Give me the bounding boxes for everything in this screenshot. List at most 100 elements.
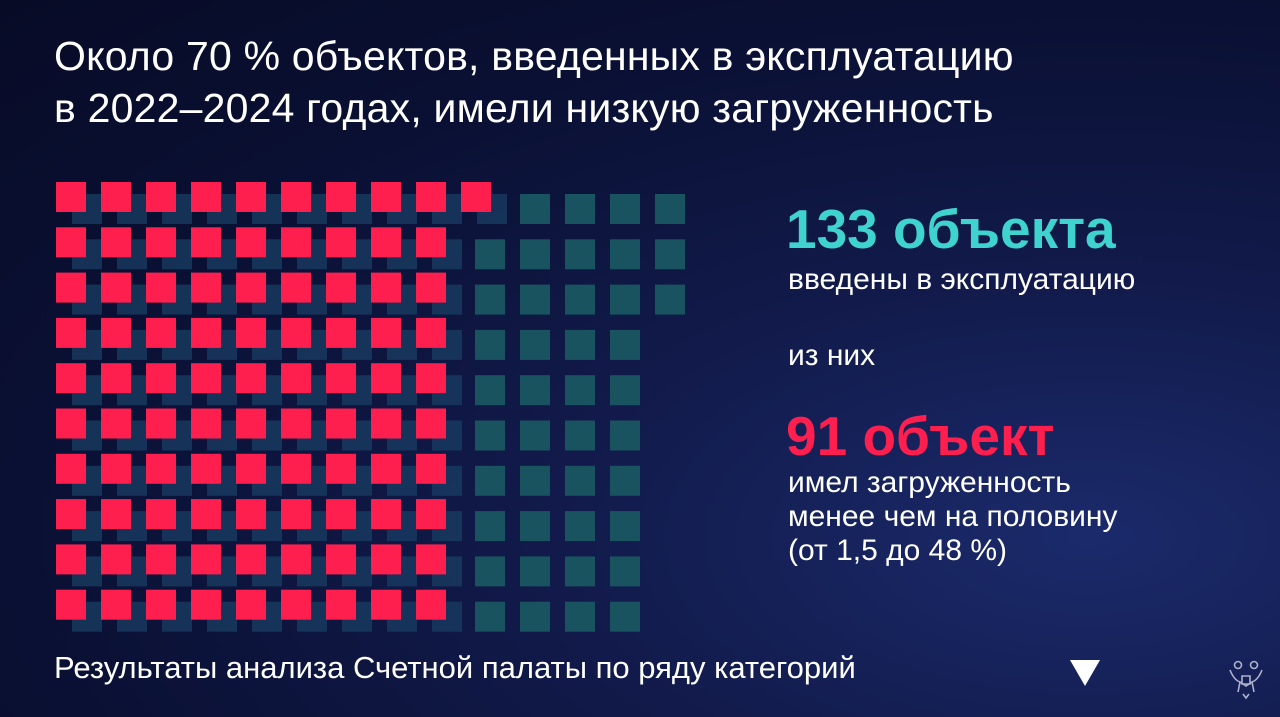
waffle-cell-low-load [371,272,401,303]
waffle-cell [610,420,640,451]
waffle-cell-low-load [146,544,176,575]
waffle-cell [565,194,595,224]
waffle-cell-low-load [236,544,266,575]
waffle-cell [610,329,640,360]
waffle-cell [565,511,595,542]
waffle-cell [475,556,505,587]
waffle-cell-low-load [236,363,266,394]
waffle-cell-low-load [416,499,446,530]
waffle-cell [565,601,595,632]
waffle-cell [520,375,550,406]
footer-caption: Результаты анализа Счетной палаты по ряд… [54,650,856,685]
waffle-cell-low-load [146,182,176,212]
waffle-cell [565,284,595,315]
waffle-cell [475,465,505,496]
waffle-cell-low-load [56,499,86,530]
waffle-cell [565,375,595,406]
waffle-cell-low-load [56,589,86,620]
waffle-cell-low-load [146,453,176,484]
waffle-cell-low-load [191,453,221,484]
waffle-cell [565,556,595,587]
waffle-cell [610,465,640,496]
waffle-cell-low-load [326,317,356,348]
waffle-cell-low-load [371,589,401,620]
waffle-cell-low-load [461,182,491,212]
waffle-cell-low-load [281,589,311,620]
waffle-cell-low-load [146,408,176,439]
waffle-cell [565,420,595,451]
waffle-cell [520,329,550,360]
waffle-cell-low-load [326,182,356,212]
waffle-cell [565,465,595,496]
waffle-cell [475,284,505,315]
waffle-cell-low-load [326,408,356,439]
waffle-cell [520,556,550,587]
waffle-cell-low-load [236,272,266,303]
waffle-cell-low-load [326,453,356,484]
waffle-cell-low-load [371,453,401,484]
waffle-cell-low-load [101,317,131,348]
waffle-cell-low-load [416,317,446,348]
waffle-cell-low-load [191,272,221,303]
waffle-cell-low-load [101,227,131,258]
waffle-cell-low-load [371,182,401,212]
waffle-cell [520,601,550,632]
waffle-cell-low-load [371,317,401,348]
waffle-cell-low-load [146,317,176,348]
waffle-cell-low-load [191,182,221,212]
waffle-cell [475,239,505,270]
waffle-cell-low-load [326,227,356,258]
waffle-cell-low-load [326,544,356,575]
waffle-cell [610,511,640,542]
page-title: Около 70 % объектов, введенных в эксплуа… [54,30,1254,134]
waffle-cell-low-load [191,227,221,258]
waffle-cell-low-load [191,499,221,530]
waffle-cell-low-load [236,589,266,620]
waffle-cell-low-load [101,272,131,303]
waffle-cell-low-load [56,544,86,575]
waffle-cell [520,420,550,451]
waffle-cell-low-load [281,499,311,530]
triangle-down-icon[interactable] [1070,660,1100,686]
waffle-cell-low-load [416,453,446,484]
waffle-cell-low-load [281,408,311,439]
low-load-value: 91 объект [786,405,1055,467]
waffle-cell-low-load [236,317,266,348]
waffle-cell-low-load [236,408,266,439]
waffle-cell [655,239,685,270]
waffle-cell-low-load [416,544,446,575]
total-objects-value: 133 объекта [786,198,1116,260]
low-load-description: имел загруженность менее чем на половину… [788,466,1118,568]
waffle-cell [610,556,640,587]
waffle-cell [475,375,505,406]
waffle-cell-low-load [416,182,446,212]
waffle-cell-low-load [101,453,131,484]
low-load-desc-line: имел загруженность [788,466,1071,499]
waffle-cell-low-load [416,589,446,620]
waffle-cell-low-load [56,182,86,212]
waffle-cell [520,239,550,270]
waffle-cell-low-load [236,182,266,212]
waffle-cell-low-load [191,408,221,439]
waffle-cell-low-load [191,363,221,394]
waffle-cell [520,511,550,542]
waffle-cell [565,239,595,270]
waffle-cell-low-load [371,363,401,394]
waffle-cell [610,601,640,632]
waffle-cell-low-load [371,544,401,575]
waffle-cell-low-load [281,272,311,303]
waffle-cell-low-load [56,408,86,439]
waffle-cell-low-load [281,363,311,394]
waffle-cell-low-load [236,227,266,258]
waffle-cell-low-load [56,363,86,394]
waffle-cell [475,329,505,360]
waffle-cell-low-load [146,589,176,620]
waffle-cell-low-load [416,227,446,258]
waffle-cell-low-load [101,182,131,212]
waffle-cell-low-load [326,589,356,620]
waffle-cell-low-load [191,544,221,575]
waffle-cell-low-load [191,589,221,620]
waffle-cell-low-load [281,317,311,348]
waffle-cell [475,601,505,632]
waffle-cell-low-load [146,363,176,394]
